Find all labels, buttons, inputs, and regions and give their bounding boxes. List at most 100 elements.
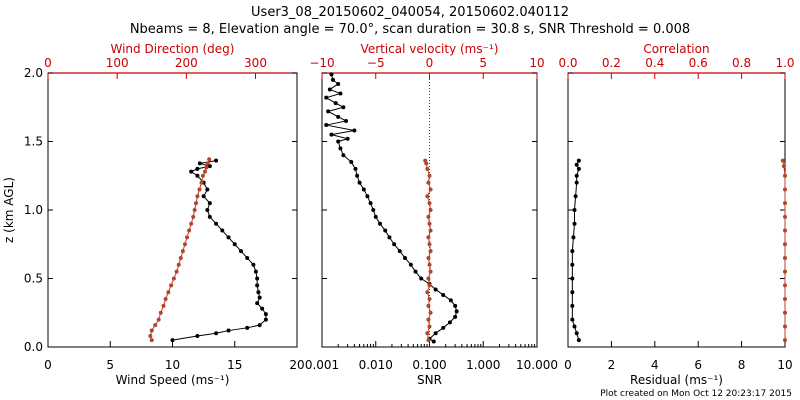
data-point-black xyxy=(441,325,446,330)
bottom-tick-label: 0 xyxy=(44,358,52,372)
data-point-black xyxy=(329,132,334,137)
data-point-rust xyxy=(178,255,183,260)
bottom-tick-label: 15 xyxy=(227,358,242,372)
data-point-rust xyxy=(426,338,431,343)
data-point-rust xyxy=(427,324,432,329)
data-point-black xyxy=(345,136,350,141)
data-point-rust xyxy=(192,208,197,212)
data-point-black xyxy=(574,162,579,167)
bottom-axis-label: SNR xyxy=(417,373,442,387)
data-point-black xyxy=(245,325,250,330)
data-point-black xyxy=(214,158,219,163)
bottom-tick-label: 0.100 xyxy=(412,358,446,372)
data-point-black xyxy=(576,158,581,163)
top-tick-label: 100 xyxy=(106,56,129,70)
data-point-rust xyxy=(161,303,166,308)
data-point-rust xyxy=(180,249,185,254)
data-point-black xyxy=(330,77,335,82)
data-point-black xyxy=(448,298,453,303)
data-point-black xyxy=(214,331,219,336)
data-point-black xyxy=(263,312,268,317)
data-point-rust xyxy=(169,283,174,288)
data-point-black xyxy=(433,331,438,336)
data-point-black xyxy=(572,324,577,329)
data-point-black xyxy=(344,118,349,123)
data-point-black xyxy=(383,228,388,233)
top-tick-label: 300 xyxy=(244,56,267,70)
top-tick-label: 200 xyxy=(175,56,198,70)
data-point-rust xyxy=(185,235,190,240)
data-point-black xyxy=(214,221,219,226)
data-point-black xyxy=(232,242,237,247)
data-point-rust xyxy=(166,290,171,295)
data-point-rust xyxy=(425,166,430,171)
top-tick-label: 10 xyxy=(529,56,544,70)
data-point-black xyxy=(570,317,575,322)
data-point-rust xyxy=(783,228,787,233)
data-point-black xyxy=(255,301,260,306)
data-point-rust xyxy=(783,283,787,288)
data-point-rust xyxy=(428,310,433,315)
data-point-black xyxy=(341,153,346,158)
data-point-rust xyxy=(149,328,154,333)
data-point-rust xyxy=(783,255,787,260)
data-point-rust xyxy=(425,290,430,295)
data-point-rust xyxy=(426,235,431,240)
bottom-tick-label: 10.000 xyxy=(516,358,558,372)
data-point-black xyxy=(256,290,261,295)
data-point-rust xyxy=(427,242,432,247)
data-point-rust xyxy=(783,214,787,219)
data-point-black xyxy=(453,314,458,319)
top-tick-label: 0 xyxy=(426,56,434,70)
bottom-tick-label: 10 xyxy=(777,358,792,372)
bottom-tick-label: 6 xyxy=(694,358,702,372)
data-point-rust xyxy=(194,201,199,206)
y-tick-label: 0.0 xyxy=(24,340,43,354)
top-tick-label: 0 xyxy=(44,56,52,70)
data-point-rust xyxy=(781,164,786,169)
bottom-tick-label: 10 xyxy=(165,358,180,372)
data-point-black xyxy=(353,166,358,171)
top-tick-label: 0.6 xyxy=(689,56,708,70)
data-point-rust xyxy=(182,242,187,247)
data-point-rust xyxy=(203,169,208,174)
data-point-black xyxy=(570,290,575,295)
data-point-black xyxy=(197,161,202,166)
data-point-black xyxy=(226,328,231,333)
data-point-black xyxy=(373,214,378,219)
data-point-black xyxy=(397,249,402,254)
y-tick-label: 2.0 xyxy=(24,66,43,80)
data-point-black xyxy=(574,331,579,336)
data-point-black xyxy=(226,235,231,240)
top-axis-label: Wind Direction (deg) xyxy=(111,42,235,56)
bottom-tick-label: 5 xyxy=(106,358,114,372)
data-point-black xyxy=(327,87,332,92)
top-tick-label: 0.4 xyxy=(645,56,664,70)
data-point-rust xyxy=(428,187,433,192)
data-point-black xyxy=(365,194,370,199)
data-point-black xyxy=(419,276,424,281)
data-point-black xyxy=(413,269,418,274)
bottom-axis-label: Wind Speed (ms⁻¹) xyxy=(116,373,230,387)
data-point-rust xyxy=(426,180,431,185)
data-point-rust xyxy=(426,255,431,260)
y-tick-label: 1.0 xyxy=(24,203,43,217)
data-point-black xyxy=(576,338,581,343)
data-point-rust xyxy=(426,214,431,219)
data-point-black xyxy=(189,169,194,174)
bottom-tick-label: 2 xyxy=(608,358,616,372)
data-point-rust xyxy=(199,180,204,185)
data-point-rust xyxy=(427,262,432,267)
data-point-rust xyxy=(427,173,432,178)
data-point-rust xyxy=(783,338,787,343)
top-tick-label: 0.2 xyxy=(602,56,621,70)
bottom-tick-label: 0 xyxy=(564,358,572,372)
panel-left: 0 5 10 15 20 Wind Speed (ms⁻¹) 0 100 200 300 Wind … xyxy=(24,42,305,387)
top-tick-label: −10 xyxy=(309,56,334,70)
data-point-black xyxy=(571,235,576,240)
top-tick-label: 1.0 xyxy=(775,56,794,70)
data-point-black xyxy=(260,306,265,311)
data-point-rust xyxy=(780,158,785,163)
data-point-rust xyxy=(783,201,787,206)
data-point-black xyxy=(201,194,206,199)
